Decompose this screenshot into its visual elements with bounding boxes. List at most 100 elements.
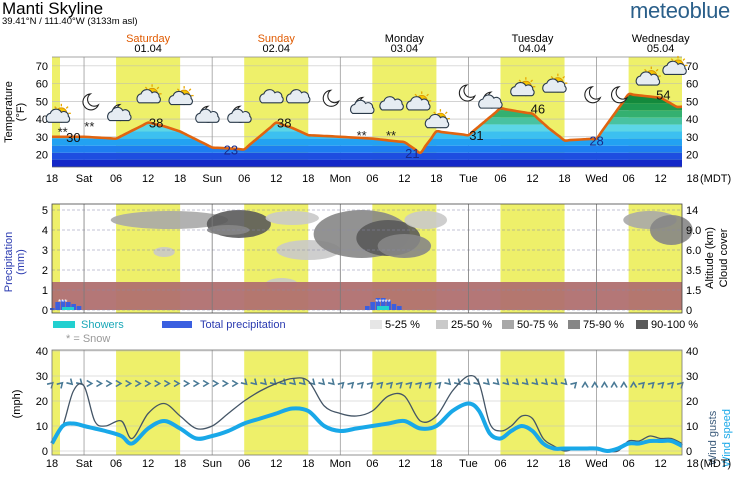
day-date: 04.04: [519, 43, 547, 55]
wind-arrow: [240, 378, 248, 386]
moon-icon: [584, 86, 602, 104]
wind-arrow-head: [638, 381, 646, 389]
precip-bar: [386, 300, 391, 310]
legend-cover-swatch: [502, 320, 514, 329]
temp-label: 31: [469, 128, 483, 143]
y-tick-left: 30: [36, 371, 48, 383]
wind-arrow-head: [463, 378, 471, 386]
cloud-icon: [136, 89, 161, 104]
wind-arrow-head: [318, 378, 326, 386]
daylight-band: [500, 350, 565, 455]
wind-arrow-head: [620, 380, 628, 388]
brand-logo[interactable]: meteoblue: [629, 0, 730, 23]
day-date: 01.04: [134, 43, 162, 55]
y-tick-right: 9.0: [686, 225, 701, 237]
time-tick: Wed: [585, 173, 607, 185]
y-tick-left: 4: [42, 225, 48, 237]
wind-arrow: [115, 379, 123, 388]
temp-band: [52, 145, 682, 153]
wind-arrow-head: [134, 379, 142, 388]
time-tick: 06: [238, 173, 250, 185]
cloud-cover-blob: [377, 234, 432, 258]
temp-band: [52, 138, 682, 146]
snow-mark: **: [58, 125, 68, 140]
legend-cover-swatch: [436, 320, 448, 329]
y-tick-right: 50: [686, 96, 698, 108]
precip-bar: [365, 306, 370, 310]
precip-bar: [381, 298, 386, 310]
sun-ray: [144, 86, 148, 90]
legend-cover-swatch: [370, 320, 382, 329]
time-tick: Sat: [76, 173, 93, 185]
wind-arrow: [347, 381, 355, 389]
y-tick-left: 20: [36, 150, 48, 162]
wind-arrow-head: [250, 378, 258, 386]
day-date: 02.04: [262, 43, 290, 55]
temp-label: 28: [589, 133, 603, 148]
timezone-label: (MDT): [700, 173, 731, 185]
time-tick: Mon: [330, 173, 351, 185]
legend-cover-label: 5-25 %: [385, 319, 420, 331]
snow-mark: **: [386, 128, 396, 143]
wind-arrow: [550, 378, 558, 386]
moon-icon: [82, 93, 100, 111]
time-tick: 18: [302, 173, 314, 185]
wind-arrow-head: [521, 378, 529, 386]
wind-arrow-head: [424, 381, 432, 389]
time-tick: 12: [398, 173, 410, 185]
wind-arrow: [260, 378, 268, 386]
page-title: Manti Skyline: [2, 0, 104, 18]
time-tick: 12: [398, 458, 410, 470]
wind-arrow: [386, 381, 394, 389]
wind-arrow-head: [610, 380, 618, 388]
moon-cloud-icon: [350, 96, 375, 115]
cloud-icon: [285, 89, 311, 104]
sun-cloud-icon: [406, 91, 432, 111]
y-tick-left: 0: [42, 305, 48, 317]
wind-arrow-head: [657, 381, 665, 389]
wind-arrow-head: [202, 379, 210, 388]
wind-arrow-head: [629, 380, 638, 388]
legend-showers-label: Showers: [81, 319, 124, 331]
cloud-icon: [259, 89, 284, 104]
cloud-cover-blob: [404, 211, 448, 229]
precip-bar: [370, 302, 375, 310]
wind-arrow-head: [483, 378, 490, 386]
wind-arrow-head: [376, 381, 384, 389]
day-date: 05.04: [647, 43, 675, 55]
sun-ray: [65, 106, 69, 109]
wind-arrow-head: [560, 378, 568, 386]
precip-axis-label: Precipitation: [3, 232, 15, 293]
moon-icon: [611, 86, 629, 104]
wind-arrow-head: [531, 378, 539, 386]
temp-label: 21: [405, 146, 419, 161]
sun-cloud-icon: [542, 73, 568, 93]
wind-arrow: [453, 378, 461, 386]
wind-arrow: [212, 379, 220, 388]
wind-arrow: [173, 379, 181, 388]
cloud-cover-blob: [265, 211, 319, 225]
time-tick: 12: [526, 458, 538, 470]
wind-arrow-head: [541, 378, 549, 386]
wind-arrow: [610, 380, 618, 388]
time-tick: 18: [430, 458, 442, 470]
wind-arrow-head: [56, 381, 64, 389]
sun-ray: [644, 68, 647, 72]
day-name: Wednesday: [632, 33, 690, 45]
sun-cloud-icon: [635, 66, 661, 86]
time-tick: 12: [142, 173, 154, 185]
wind-arrow: [629, 380, 638, 388]
temp-label: 54: [656, 87, 670, 102]
wind-arrow-head: [163, 379, 171, 388]
wind-arrow: [376, 381, 384, 389]
moon-cloud-icon: [478, 91, 503, 109]
moon-icon: [322, 89, 340, 107]
time-tick: 06: [110, 458, 122, 470]
daylight-band: [52, 350, 60, 455]
wind-arrow: [366, 381, 374, 389]
time-tick: 18: [558, 173, 570, 185]
wind-arrow: [96, 379, 104, 388]
snow-mark: **: [357, 128, 367, 143]
wind-arrow-head: [125, 379, 133, 388]
